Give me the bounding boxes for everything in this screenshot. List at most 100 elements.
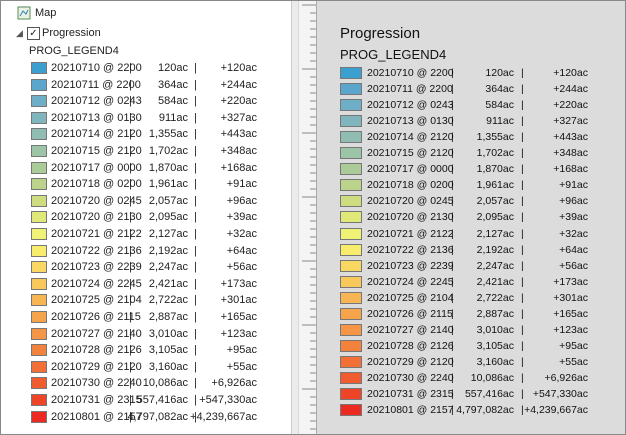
separator: | [129,194,132,207]
legend-swatch [31,228,47,240]
separator: | [194,344,197,357]
map-icon [17,6,31,20]
item-date: 20210711 @ 2200 [51,78,141,91]
separator: | [194,128,197,141]
separator: | [521,195,524,208]
item-date: 20210710 @ 2200 [51,62,142,74]
separator: | [521,99,524,112]
item-acres: 911ac [158,111,188,124]
item-change: +348ac [553,147,588,160]
item-date: 20210713 @ 0130 [51,111,142,124]
visibility-checkbox[interactable]: ✓ [27,27,40,40]
legend-swatch [31,128,47,141]
legend-swatch [340,291,362,304]
item-acres: 911ac [486,115,514,128]
separator: | [129,211,132,224]
separator: | [194,211,197,224]
legend-swatch [31,327,47,340]
item-change: +168ac [553,163,588,176]
item-change: +327ac [553,115,588,128]
item-change: +96ac [559,195,588,208]
legend-swatch [340,67,362,79]
item-change: +120ac [220,62,257,74]
item-acres: 2,887ac [476,307,514,320]
item-acres: 3,010ac [476,323,514,336]
separator: | [194,145,197,157]
legend-swatch [340,259,362,272]
item-date: 20210718 @ 0200 [51,178,142,191]
item-acres: 3,160ac [476,355,514,368]
item-date: 20210722 @ 2136 [367,243,454,256]
item-date: 20210722 @ 2136 [51,244,142,257]
item-change: +56ac [226,261,257,274]
separator: | [129,360,132,373]
separator: | [129,410,132,423]
item-date: 20210726 @ 2115 [367,307,453,320]
item-acres: 1,702ac [148,145,188,157]
item-change: +547,330ac [532,388,588,400]
item-acres: 120ac [485,67,514,79]
separator: | [451,195,454,208]
separator: | [521,179,524,192]
legend-swatch [31,178,47,191]
item-acres: 557,416ac [136,394,188,406]
separator: | [451,371,454,384]
expand-arrow[interactable]: ◢ [16,28,23,38]
item-acres: 2,887ac [148,311,188,323]
item-change: +348ac [220,145,257,157]
legend-swatch [31,161,47,174]
item-acres: 3,105ac [476,339,514,352]
item-change: +123ac [220,327,257,340]
item-change: +4,239,667ac [524,404,588,417]
item-acres: 2,095ac [148,211,188,224]
item-date: 20210731 @ 2315 [51,394,142,406]
item-change: +39ac [559,211,588,224]
separator: | [451,388,454,400]
separator: | [194,277,197,290]
legend-swatch [31,261,47,274]
item-date: 20210725 @ 2104 [367,291,454,304]
item-acres: 4,797,082ac [456,404,514,417]
separator: | [451,323,454,336]
legend-swatch [31,78,47,91]
item-date: 20210718 @ 0200 [367,179,454,192]
separator: | [521,147,524,160]
legend-swatch [31,344,47,357]
item-date: 20210710 @ 2200 [367,67,454,79]
separator: | [521,388,524,400]
legend-swatch [340,195,362,208]
item-date: 20210712 @ 0243 [367,99,454,112]
item-date: 20210711 @ 2200 [367,83,453,96]
separator: | [194,178,197,191]
item-date: 20210723 @ 2239 [367,259,454,272]
map-label[interactable]: Map [35,7,57,19]
item-change: +165ac [220,311,257,323]
separator: | [451,259,454,272]
separator: | [521,115,524,128]
separator: | [451,179,454,192]
separator: | [129,261,132,274]
legend-swatch [31,244,47,257]
separator: | [521,355,524,368]
item-acres: 120ac [158,62,188,74]
separator: | [521,243,524,256]
separator: | [451,243,454,256]
separator: | [129,178,132,191]
separator: | [451,307,454,320]
item-date: 20210724 @ 2245 [367,275,454,288]
separator: | [194,194,197,207]
item-change: +220ac [553,99,588,112]
item-date: 20210714 @ 2120 [367,131,454,144]
layer-label[interactable]: Progression [42,27,101,39]
legend-swatch [31,62,47,74]
item-date: 20210729 @ 2120 [51,360,142,373]
item-acres: 2,095ac [476,211,514,224]
legend-swatch [31,311,47,323]
separator: | [451,67,454,79]
item-acres: 2,247ac [148,261,188,274]
item-date: 20210724 @ 2245 [51,277,142,290]
separator: | [129,128,132,141]
separator: | [451,163,454,176]
item-date: 20210725 @ 2104 [51,294,142,307]
